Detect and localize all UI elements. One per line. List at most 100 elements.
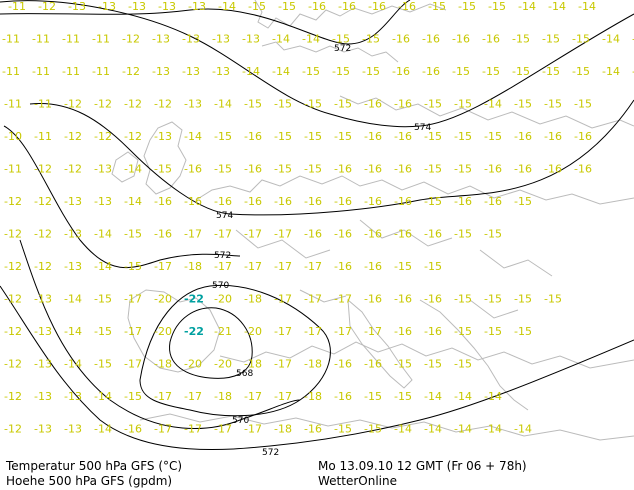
height-contour-568-center	[169, 307, 253, 379]
coastline-layer	[111, 0, 634, 441]
temperature-label: -15	[302, 65, 320, 78]
border-lines	[235, 219, 553, 319]
temperature-label: -22	[184, 325, 204, 338]
temperature-label: -14	[302, 33, 320, 46]
temperature-label: -16	[338, 0, 356, 13]
height-contour-574-upper	[0, 0, 634, 128]
temperature-label: -15	[124, 228, 142, 241]
temperature-label: -12	[4, 260, 22, 273]
temperature-label: -12	[122, 65, 140, 78]
temperature-label: -16	[394, 293, 412, 306]
temperature-label: -15	[214, 130, 232, 143]
temperature-label: -16	[154, 195, 172, 208]
temperature-label: -15	[424, 163, 442, 176]
temperature-label: -18	[214, 390, 232, 403]
temperature-label: -17	[334, 325, 352, 338]
temperature-label: -11	[32, 65, 50, 78]
temperature-label: -16	[394, 163, 412, 176]
temperature-label: -18	[304, 358, 322, 371]
temperature-label: -17	[124, 325, 142, 338]
temperature-label: -15	[94, 358, 112, 371]
temperature-label: -15	[514, 325, 532, 338]
temperature-label: -13	[98, 0, 116, 13]
temperature-label: -14	[578, 0, 596, 13]
temperature-legend: Temperatur 500 hPa GFS (°C)	[6, 459, 183, 473]
temperature-label: -15	[362, 33, 380, 46]
temperature-label: -16	[274, 195, 292, 208]
temperature-label: -15	[214, 163, 232, 176]
temperature-label: -12	[38, 0, 56, 13]
temperature-label: -13	[182, 65, 200, 78]
height-label: 570	[232, 416, 249, 426]
temperature-label: -16	[334, 390, 352, 403]
temperature-label: -17	[214, 260, 232, 273]
temperature-label: -15	[454, 98, 472, 111]
temperature-label: -16	[394, 98, 412, 111]
temperature-label: -15	[94, 293, 112, 306]
temperature-label: -16	[334, 195, 352, 208]
temperature-label: -14	[484, 98, 502, 111]
temperature-label: -18	[184, 260, 202, 273]
temperature-label: -13	[64, 423, 82, 436]
temperature-label: -16	[334, 228, 352, 241]
temperature-label: -13	[128, 0, 146, 13]
temperature-label: -16	[482, 33, 500, 46]
temperature-label: -14	[94, 390, 112, 403]
height-label: 572	[214, 251, 231, 261]
temperature-label: -20	[244, 325, 262, 338]
temperature-label: -15	[124, 390, 142, 403]
temperature-label: -17	[244, 228, 262, 241]
temperature-label: -16	[364, 195, 382, 208]
temperature-label: -11	[92, 33, 110, 46]
temperature-label: -16	[394, 130, 412, 143]
temperature-label: -15	[454, 130, 472, 143]
temperature-label: -13	[64, 195, 82, 208]
temperature-label: -16	[422, 33, 440, 46]
temperature-label: -18	[274, 423, 292, 436]
temperature-label: -15	[394, 390, 412, 403]
temperature-label: -15	[454, 228, 472, 241]
temperature-label: -15	[274, 163, 292, 176]
forecast-timestamp: Mo 13.09.10 12 GMT (Fr 06 + 78h)	[318, 459, 527, 473]
temperature-label: -22	[184, 293, 204, 306]
temperature-label: -17	[124, 293, 142, 306]
temperature-label: -16	[334, 163, 352, 176]
temperature-label: -17	[304, 293, 322, 306]
coastline-north-africa	[139, 413, 634, 441]
temperature-label: -17	[214, 423, 232, 436]
temperature-label: -15	[454, 163, 472, 176]
temperature-label: -16	[424, 325, 442, 338]
temperature-label: -15	[454, 293, 472, 306]
temperature-label: -16	[304, 423, 322, 436]
height-label: 572	[262, 448, 279, 458]
temperature-label: -14	[94, 423, 112, 436]
temperature-label: -14	[548, 0, 566, 13]
temperature-label: -13	[182, 33, 200, 46]
temperature-label: -14	[484, 390, 502, 403]
temperature-label: -16	[514, 130, 532, 143]
temperature-label: -15	[572, 65, 590, 78]
temperature-label: -14	[124, 163, 142, 176]
temperature-label: -15	[458, 0, 476, 13]
temperature-labels-layer: -11 -12 -13 -13 -13 -13 -13 -14 -15 -15 -16 -16 -16-…	[2, 0, 634, 436]
temperature-label: -17	[334, 293, 352, 306]
temperature-label: -15	[424, 195, 442, 208]
temperature-label: -15	[94, 325, 112, 338]
coastline-norway	[261, 41, 399, 63]
temperature-label: -17	[274, 260, 292, 273]
temperature-label: -18	[244, 358, 262, 371]
temperature-label: -18	[304, 390, 322, 403]
temperature-label: -15	[364, 390, 382, 403]
temperature-label: -20	[214, 293, 232, 306]
temperature-label: -13	[34, 390, 52, 403]
temperature-label: -17	[244, 260, 262, 273]
temperature-label: -12	[34, 228, 52, 241]
temperature-label: -12	[94, 98, 112, 111]
temperature-label: -20	[214, 358, 232, 371]
temperature-label: -15	[454, 325, 472, 338]
temperature-label: -13	[188, 0, 206, 13]
temperature-label: -12	[4, 293, 22, 306]
height-contours-layer	[0, 0, 634, 451]
temperature-label: -12	[4, 228, 22, 241]
temperature-label: -17	[184, 423, 202, 436]
